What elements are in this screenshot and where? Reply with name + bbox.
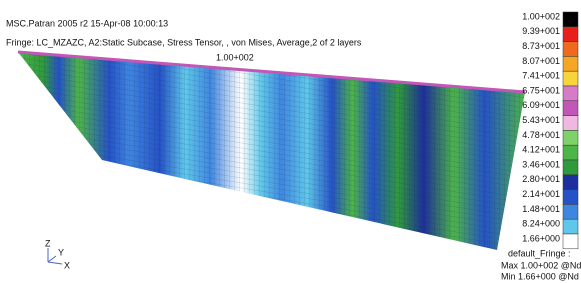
x-axis <box>48 262 62 264</box>
legend-swatch <box>563 234 578 249</box>
legend-swatch <box>563 204 578 219</box>
y-axis <box>48 256 56 262</box>
legend-swatch <box>563 190 578 205</box>
legend-label: 5.43+001 <box>522 115 560 125</box>
legend-swatch <box>563 130 578 145</box>
legend-swatch <box>563 219 578 234</box>
legend-swatch <box>563 145 578 160</box>
fringe-description: Fringe: LC_MZAZC, A2:Static Subcase, Str… <box>6 37 362 47</box>
legend-label: 1.66+000 <box>522 233 560 243</box>
legend-label: 4.78+001 <box>522 130 560 140</box>
z-label: Z <box>45 238 51 248</box>
max-label: 1.00+002 <box>216 52 254 62</box>
legend-swatch <box>563 71 578 86</box>
legend-swatch <box>563 86 578 101</box>
y-label: Y <box>58 247 64 257</box>
legend-swatch <box>563 116 578 131</box>
legend-label: 9.39+001 <box>522 26 560 36</box>
axis-triad: Z Y X <box>45 238 70 270</box>
max-info: Max 1.00+002 @Nd 82970 <box>501 260 581 270</box>
legend-label: 8.07+001 <box>522 56 560 66</box>
legend-label: 1.48+001 <box>522 204 560 214</box>
legend-swatch <box>563 101 578 116</box>
legend-label: 4.12+001 <box>522 145 560 155</box>
legend-swatch <box>563 56 578 71</box>
legend-label: 8.73+001 <box>522 41 560 51</box>
legend-label: 6.75+001 <box>522 85 560 95</box>
legend-label: 8.24+000 <box>522 219 560 229</box>
fringe-name: default_Fringe : <box>508 248 571 258</box>
legend-label: 2.80+001 <box>522 174 560 184</box>
legend-swatch <box>563 42 578 57</box>
patran-viewport: MSC.Patran 2005 r2 15-Apr-08 10:00:13 Fr… <box>0 0 581 283</box>
legend-label: 3.46+001 <box>522 159 560 169</box>
legend-label: 1.00+002 <box>522 11 560 21</box>
fem-model <box>18 52 525 250</box>
title: MSC.Patran 2005 r2 15-Apr-08 10:00:13 <box>6 18 168 28</box>
legend-label: 6.09+001 <box>522 100 560 110</box>
legend-swatch <box>563 160 578 175</box>
fringe-legend: 1.00+002 9.39+001 8.73+001 8.07+001 7.41+001… <box>522 11 578 248</box>
legend-swatch <box>563 27 578 42</box>
x-label: X <box>64 260 70 270</box>
legend-label: 7.41+001 <box>522 71 560 81</box>
legend-label: 2.14+001 <box>522 189 560 199</box>
min-info: Min 1.66+000 @Nd 98153 <box>501 271 581 281</box>
legend-swatch <box>563 175 578 190</box>
mesh-grid <box>18 52 525 250</box>
legend-swatch <box>563 12 578 27</box>
